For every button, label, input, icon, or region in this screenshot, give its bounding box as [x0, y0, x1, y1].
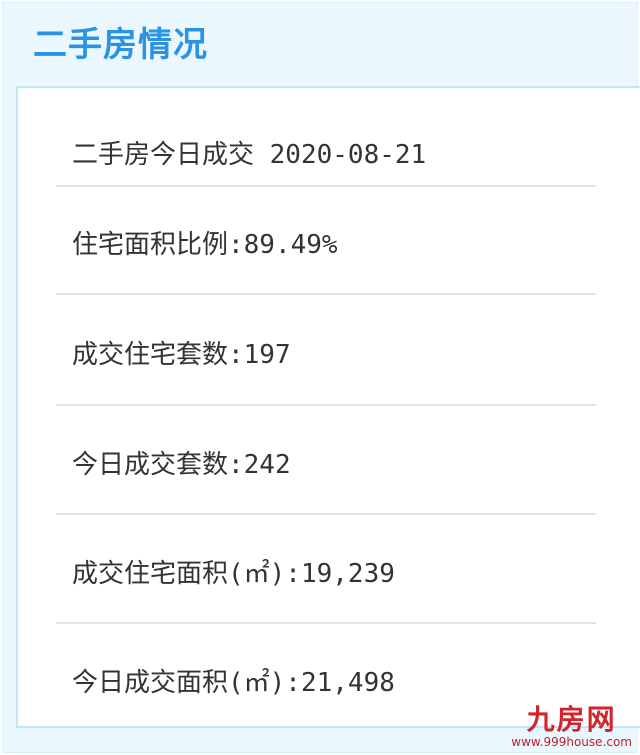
watermark-url: www.999house.com: [511, 735, 632, 749]
stat-row: 今日成交套数:242: [56, 406, 596, 515]
stat-row-date: 二手房今日成交 2020-08-21: [56, 88, 596, 187]
stat-text: 成交住宅面积(㎡):19,239: [72, 559, 395, 589]
stats-panel: 二手房今日成交 2020-08-21 住宅面积比例:89.49% 成交住宅套数:…: [16, 86, 640, 728]
stat-row: 成交住宅面积(㎡):19,239: [56, 515, 596, 624]
widget-title: 二手房情况: [33, 25, 208, 65]
stat-text: 二手房今日成交 2020-08-21: [72, 140, 427, 170]
watermark-logo-text: 九房网: [526, 703, 617, 736]
stat-text: 今日成交面积(㎡):21,498: [72, 668, 395, 698]
divider: [56, 185, 596, 187]
divider: [56, 622, 596, 624]
stat-text: 住宅面积比例:89.49%: [72, 230, 338, 260]
watermark-logo: 九房网 www.999house.com: [511, 703, 632, 750]
stat-row: 今日成交面积(㎡):21,498: [56, 624, 596, 724]
divider: [56, 293, 596, 295]
stat-row: 成交住宅套数:197: [56, 296, 596, 406]
stat-row: 住宅面积比例:89.49%: [56, 187, 596, 295]
stat-text: 今日成交套数:242: [72, 450, 291, 480]
divider: [56, 513, 596, 515]
divider: [56, 404, 596, 406]
stat-text: 成交住宅套数:197: [72, 340, 291, 370]
